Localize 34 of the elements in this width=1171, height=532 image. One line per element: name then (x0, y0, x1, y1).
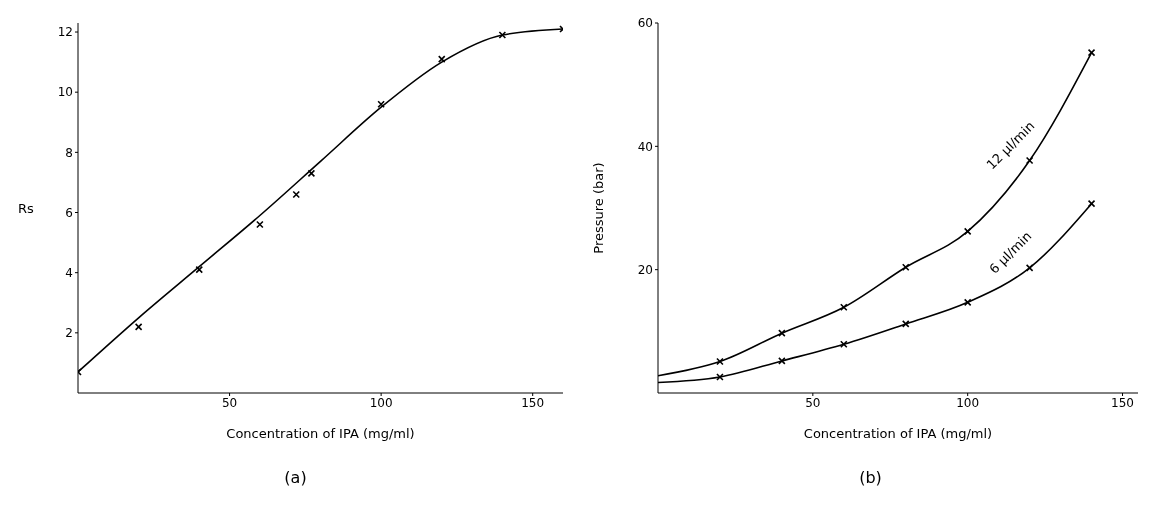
y-tick-label: 20 (637, 262, 653, 277)
y-tick-label: 6 (65, 205, 73, 220)
point (307, 169, 316, 178)
x-tick-label: 150 (1111, 395, 1134, 410)
point (963, 298, 972, 307)
x-tick-label: 50 (805, 395, 821, 410)
y-tick-label: 8 (65, 145, 73, 160)
y-tick-label: 60 (637, 16, 653, 31)
point (377, 100, 385, 109)
y-tick-label: 12 (57, 25, 73, 40)
x-tick-label: 100 (956, 395, 980, 410)
x-tick-label: 100 (369, 395, 393, 410)
x-tick-label: 50 (221, 395, 238, 410)
point (716, 373, 724, 381)
x-axis-title: Concentration of IPA (mg/ml) (803, 426, 993, 441)
point (840, 303, 848, 312)
point (840, 340, 848, 349)
y-tick-label: 4 (65, 265, 73, 280)
y-tick-label: 10 (57, 85, 73, 100)
text: (a) (283, 468, 308, 487)
point (778, 329, 786, 337)
x-tick-label: 150 (521, 395, 545, 410)
point (195, 265, 204, 274)
y-tick-label: 40 (637, 139, 653, 154)
point (1087, 48, 1096, 57)
point (963, 227, 972, 236)
point (1087, 199, 1096, 208)
x-axis-title: Concentration of IPA (mg/ml) (226, 426, 415, 441)
text: (b) (858, 468, 883, 487)
y-tick-label: 2 (65, 326, 73, 341)
point (901, 263, 910, 271)
y-axis-title: Rs (18, 200, 35, 216)
y-axis-title: Pressure (bar) (590, 162, 606, 254)
point (778, 357, 786, 365)
